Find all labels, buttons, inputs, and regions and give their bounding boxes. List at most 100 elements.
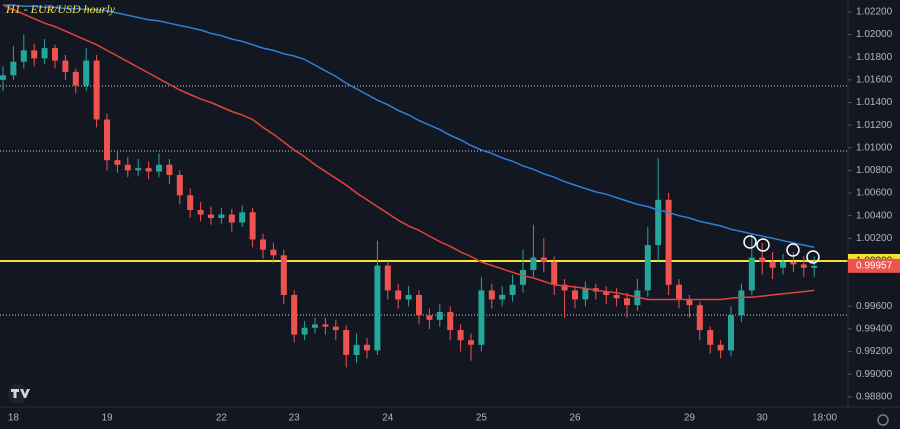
x-tick-label: 18 — [8, 413, 20, 424]
moving-average-line — [3, 4, 815, 249]
candle-body — [561, 284, 568, 291]
candle-body — [686, 299, 693, 306]
candle-body — [249, 212, 256, 240]
x-tick-label: 24 — [382, 413, 394, 424]
candle-body — [800, 264, 807, 268]
candle-body — [603, 291, 610, 295]
x-tick-label: 22 — [216, 413, 228, 424]
candle-body — [811, 265, 818, 268]
x-tick-label: 25 — [476, 413, 488, 424]
candle-body — [717, 344, 724, 351]
candle-body — [166, 164, 173, 175]
candle-body — [291, 294, 298, 335]
candle-body — [114, 160, 121, 165]
candle-body — [208, 214, 214, 218]
candle-body — [624, 298, 630, 306]
candle-body — [312, 324, 318, 328]
circle-marker — [743, 235, 757, 249]
y-tick-label: 1.01800 — [856, 52, 893, 63]
circle-marker — [786, 243, 800, 257]
y-tick-label: 1.00600 — [856, 188, 893, 199]
candle-body — [145, 168, 152, 172]
y-tick-label: 0.99200 — [856, 346, 893, 357]
chart-title: H1 - EUR/USD hourly — [5, 2, 116, 16]
candle-body — [572, 290, 578, 300]
annotation-circles — [743, 235, 820, 264]
y-tick-label: 1.00200 — [856, 233, 893, 244]
y-tick-label: 1.00400 — [856, 210, 893, 221]
candle-body — [374, 265, 381, 351]
candle-body — [218, 214, 225, 218]
candle-body — [93, 60, 100, 120]
candle-body — [499, 294, 506, 300]
y-tick-label: 0.98800 — [856, 391, 893, 402]
gear[interactable] — [877, 414, 889, 426]
candle-body — [759, 257, 766, 263]
circle-marker — [756, 238, 770, 252]
candle-body — [644, 245, 651, 291]
candle-body — [790, 262, 797, 265]
candle-body — [124, 164, 131, 171]
candle-body — [665, 199, 672, 285]
candle-body — [187, 195, 194, 211]
candle-body — [447, 311, 454, 331]
candle-body — [478, 290, 485, 345]
candle-body — [322, 324, 329, 327]
candle-body — [468, 340, 474, 345]
candle-body — [52, 48, 58, 61]
candle-body — [613, 294, 620, 299]
candle-body — [135, 168, 142, 171]
candle-body — [0, 75, 6, 80]
y-tick-label: 0.99400 — [856, 324, 893, 335]
moving-average-line — [2, 4, 815, 301]
candle-body — [353, 344, 360, 355]
candle-body — [20, 50, 27, 62]
candle-body — [769, 262, 776, 268]
candle-body — [104, 119, 110, 161]
y-tick-label: 1.00800 — [856, 165, 893, 176]
y-tick-label: 0.99600 — [856, 301, 893, 312]
candle-body — [405, 294, 412, 300]
candle-body — [41, 48, 48, 59]
y-tick-label: 0.99000 — [856, 369, 893, 380]
y-tick-label: 1.02200 — [856, 7, 893, 18]
y-tick-label: 1.01200 — [856, 120, 893, 131]
candle-body — [228, 214, 235, 223]
plot-area — [0, 4, 848, 368]
candle-body — [31, 50, 38, 59]
candle-body — [83, 60, 90, 86]
x-tick-label: 23 — [289, 413, 301, 424]
candle-body — [540, 257, 547, 263]
tv-logo — [8, 384, 30, 404]
candle-body — [780, 262, 786, 268]
candle-body — [239, 212, 246, 223]
x-tick-label: 18:00 — [812, 413, 837, 424]
candle-body — [655, 199, 662, 246]
candle-body — [509, 284, 516, 295]
candle-body — [457, 330, 464, 341]
x-tick-label: 19 — [101, 413, 113, 424]
price-label: 0.99957 — [856, 260, 893, 271]
settings-icon[interactable] — [877, 414, 889, 426]
candle-body — [520, 270, 526, 285]
candle-body — [332, 326, 339, 331]
x-tick-label: 30 — [757, 413, 769, 424]
y-tick-label: 1.02000 — [856, 29, 893, 40]
candle-body — [426, 315, 433, 320]
candle-body — [582, 288, 589, 300]
x-tick-label: 26 — [569, 413, 581, 424]
candle-body — [10, 61, 17, 76]
candle-body — [176, 174, 183, 196]
candle-body — [436, 311, 443, 320]
candle-body — [416, 294, 422, 316]
candle-body — [260, 239, 266, 250]
candle-body — [707, 330, 714, 345]
candle-body — [270, 249, 277, 256]
candle-body — [156, 164, 162, 172]
y-tick-label: 1.01400 — [856, 97, 893, 108]
candle-body — [728, 315, 734, 351]
candle-body — [280, 255, 287, 295]
